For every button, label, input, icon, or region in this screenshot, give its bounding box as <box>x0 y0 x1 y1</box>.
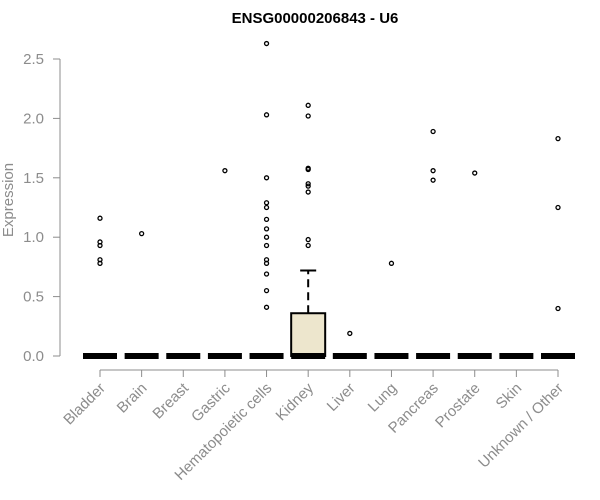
outlier-point <box>263 271 270 277</box>
outlier-point <box>555 305 561 312</box>
y-axis-label: Expression <box>0 163 17 237</box>
outlier-point <box>263 112 270 118</box>
outlier-point <box>263 200 270 206</box>
plot-area <box>83 40 575 359</box>
outlier-point <box>430 128 436 135</box>
outlier-point <box>138 230 145 237</box>
outlier-point <box>305 236 311 243</box>
outlier-point <box>388 260 395 266</box>
outlier-point <box>430 168 436 174</box>
outlier-point <box>305 166 311 173</box>
outlier-point <box>305 113 311 119</box>
box <box>290 312 327 357</box>
outlier-point <box>430 177 436 183</box>
chart-title: ENSG00000206843 - U6 <box>232 10 399 27</box>
box-group <box>332 330 367 359</box>
box-group <box>541 135 575 359</box>
x-tick-label: Bladder <box>60 380 109 429</box>
outlier-point <box>263 234 270 240</box>
outlier-point <box>263 216 270 223</box>
x-tick-label: Skin <box>493 380 526 413</box>
box-group <box>290 102 327 359</box>
box-group <box>416 128 451 359</box>
box-group <box>374 260 409 359</box>
box-group <box>83 215 117 359</box>
outlier-point <box>305 242 311 249</box>
y-axis: 0.0 0.5 1.0 1.5 2.0 2.5 <box>23 51 61 365</box>
outlier-point <box>263 175 270 181</box>
box-group <box>457 170 492 359</box>
y-tick-label: 1.0 <box>23 229 44 246</box>
x-tick-label: Prostate <box>432 380 484 432</box>
box-group <box>124 230 159 359</box>
box-group <box>207 168 242 359</box>
outlier-point <box>305 189 311 195</box>
y-tick-label: 1.5 <box>23 170 44 187</box>
box-group <box>249 40 284 359</box>
y-tick-label: 0.0 <box>23 348 44 365</box>
x-tick-label: Breast <box>149 379 192 422</box>
outlier-point <box>263 304 270 310</box>
outlier-point <box>263 288 270 294</box>
outlier-point <box>263 242 270 249</box>
x-tick-label: Lung <box>365 380 401 416</box>
outlier-point <box>305 102 311 108</box>
y-tick-label: 0.5 <box>23 289 44 306</box>
x-tick-label: Brain <box>114 380 151 417</box>
outlier-point <box>347 330 353 337</box>
outlier-point <box>97 215 103 221</box>
outlier-point <box>305 181 311 187</box>
outlier-point <box>263 226 270 232</box>
y-tick-label: 2.5 <box>23 51 44 68</box>
outlier-point <box>305 183 311 189</box>
x-tick-label: Liver <box>324 380 359 415</box>
outlier-point <box>263 260 270 266</box>
outlier-point <box>263 40 270 47</box>
outlier-point <box>222 168 228 174</box>
outlier-point <box>555 204 561 211</box>
outlier-point <box>555 135 561 142</box>
outlier-point <box>97 260 103 266</box>
outlier-point <box>263 204 270 211</box>
outlier-point <box>472 170 478 176</box>
x-tick-label: Kidney <box>273 379 318 424</box>
outlier-point <box>97 242 103 249</box>
y-tick-label: 2.0 <box>23 110 44 127</box>
